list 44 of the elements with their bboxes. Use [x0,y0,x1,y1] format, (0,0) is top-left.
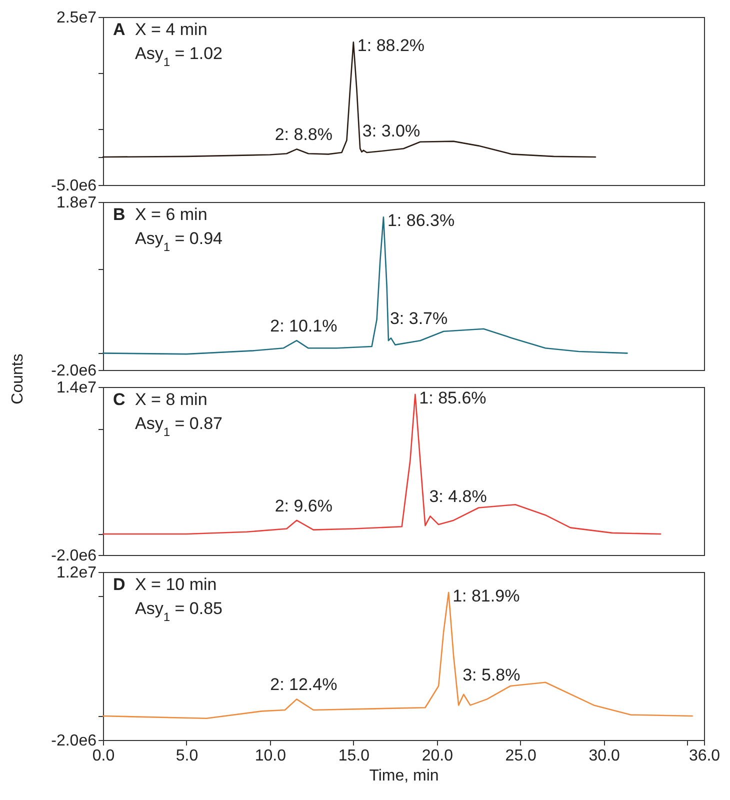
annotation: 3: 5.8% [462,665,520,684]
annotation: Asy$_{1}$ = 0.85 [135,599,222,624]
y-tick-label: 2.5e7 [56,10,97,26]
y-tick-label: -2.0e6 [51,732,97,750]
line-series [102,394,662,535]
x-tick-label: 25.0 [505,748,537,764]
annotation: 3: 3.0% [362,121,420,140]
annotation: A [113,20,126,39]
annotation: 1: 81.9% [452,586,520,606]
annotation: D [113,575,126,594]
annotation: B [113,205,126,224]
annotation: X = 10 min [135,575,217,594]
annotation: 2: 8.8% [274,125,332,144]
y-tick-label: -5.0e6 [51,178,97,194]
y-tick-label: 1.4e7 [56,380,97,396]
annotation: 2: 10.1% [270,316,338,336]
annotation: Asy$_{1}$ = 0.87 [135,414,222,439]
annotation: 1: 88.2% [357,36,425,56]
annotation: C [113,390,126,409]
y-tick-label: 1.8e7 [56,194,97,212]
x-tick-label: 36.0 [688,748,720,764]
annotation: 2: 12.4% [270,675,338,694]
annotation: 3: 3.7% [390,309,448,328]
x-tick-label: 0.0 [92,748,115,764]
annotation: 1: 85.6% [419,388,486,408]
y-tick-label: -2.0e6 [51,362,97,380]
x-tick-label: 30.0 [588,748,620,764]
annotation: X = 6 min [135,205,208,224]
annotation: 1: 86.3% [387,211,455,230]
annotation: 2: 9.6% [274,496,332,516]
annotation: X = 4 min [135,20,208,39]
x-tick-label: 10.0 [254,748,286,764]
line-series [102,592,693,720]
x-axis-title: Time, min [369,768,439,784]
annotation: Asy$_{1}$ = 0.94 [135,229,222,254]
annotation: 3: 4.8% [429,487,487,506]
y-tick-label: -2.0e6 [51,548,97,564]
annotation: Asy$_{1}$ = 1.02 [135,44,222,69]
y-axis-title: Counts [10,354,26,404]
x-tick-label: 5.0 [176,748,198,764]
x-tick-label: 20.0 [422,748,454,764]
x-tick-label: 15.0 [338,748,370,764]
annotation: X = 8 min [135,390,208,409]
y-tick-label: 1.2e7 [56,564,97,582]
